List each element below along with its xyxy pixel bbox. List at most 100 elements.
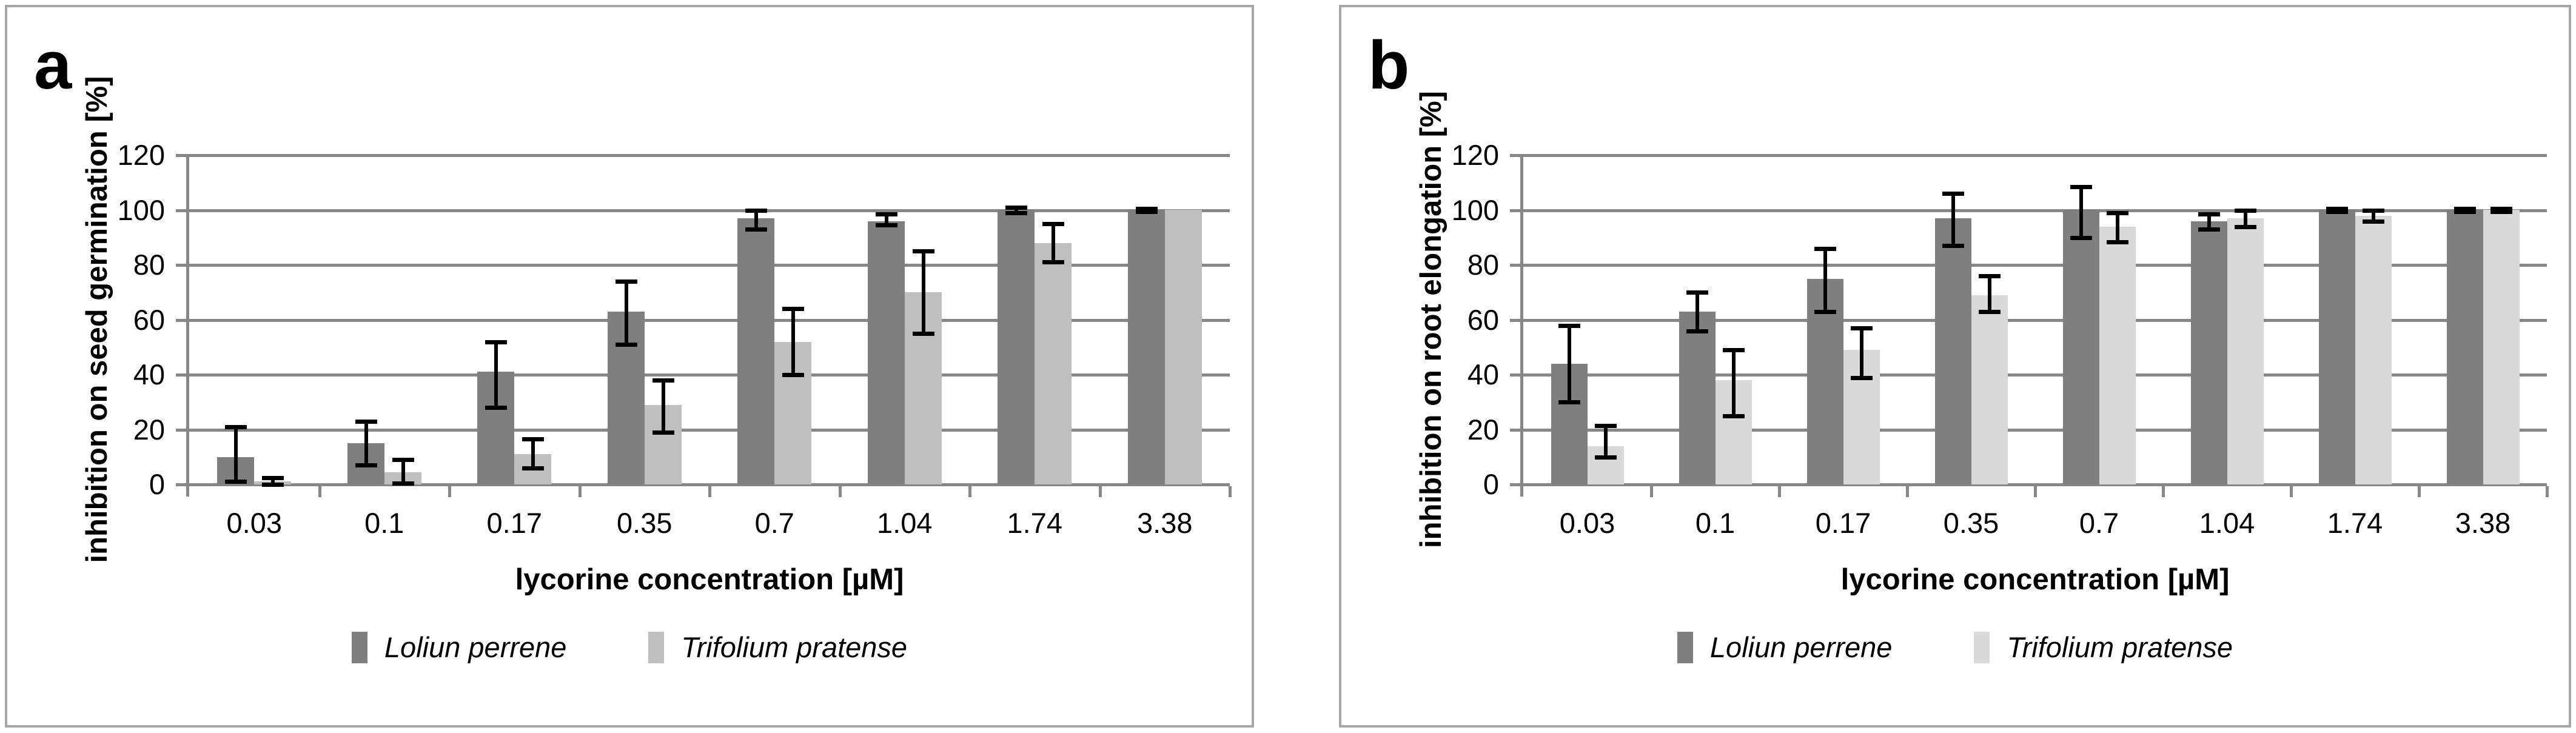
bar-trifolium-pratense [2483,210,2520,484]
error-bar [662,380,665,433]
bar-trifolium-pratense [2099,227,2136,484]
error-bar-cap [1979,274,2001,278]
error-bar-cap [522,437,544,441]
error-bar-cap [652,378,674,383]
panel-letter-b: b [1368,27,1410,103]
error-bar [494,341,498,408]
error-bar-cap [782,307,804,311]
gridline [189,318,1230,322]
error-bar-cap [1942,192,1964,196]
error-bar-cap [2363,219,2384,224]
x-axis-tick [2034,486,2037,497]
error-bar-cap [485,340,507,344]
error-bar [1568,325,1571,403]
x-axis-tick [579,486,582,497]
y-axis-tick [1510,318,1520,322]
error-bar-cap [1723,348,1745,352]
y-tick-label: 60 [133,303,165,336]
y-axis-line [1520,154,1523,497]
error-bar-cap [1814,310,1836,314]
gridline [189,264,1230,267]
legend-swatch-loliun-perrene [1677,631,1693,663]
error-bar-cap [522,466,544,470]
legend-label: Trifolium pratense [681,631,908,663]
error-bar-cap [485,406,507,410]
error-bar-cap [745,227,767,232]
error-bar-cap [2326,210,2348,214]
y-axis-tick [1510,154,1520,157]
error-bar-cap [2490,210,2512,214]
error-bar-cap [225,425,247,429]
error-bar-cap [876,223,897,227]
bar-loliun-perrene [2063,210,2099,484]
y-tick-label: 40 [133,358,165,390]
legend-label: Trifolium pratense [2007,631,2233,663]
error-bar-cap [913,249,934,253]
error-bar [791,309,795,375]
y-axis-tick [176,483,186,486]
error-bar-cap [2454,207,2476,211]
bar-loliun-perrene [1128,210,1165,484]
error-bar [2207,214,2211,230]
legend-item: Loliun perrene [351,631,566,664]
gridline [189,209,1230,212]
bar-loliun-perrene [737,218,774,484]
error-bar [1860,328,1863,378]
error-bar-cap [1851,376,1873,380]
error-bar [1015,207,1018,213]
error-bar-cap [2070,185,2092,189]
legend-item: Trifolium pratense [1974,631,2233,664]
x-axis-tick [2162,486,2165,497]
x-tick-label: 1.74 [1007,507,1062,539]
error-bar-cap [1558,324,1580,328]
error-bar-cap [1979,310,2001,314]
bar-loliun-perrene [998,210,1035,484]
error-bar-cap [262,476,284,480]
error-bar-cap [1595,424,1617,428]
x-tick-label: 0.17 [1815,507,1871,539]
gridline [189,428,1230,432]
x-tick-label: 1.74 [2327,507,2383,539]
x-tick-label: 1.04 [877,507,933,539]
y-tick-label: 60 [1467,303,1499,336]
error-bar [1052,224,1055,263]
error-bar [1988,276,1991,312]
x-axis-tick [2290,486,2293,497]
error-bar [885,214,888,226]
x-axis-tick [1650,486,1653,497]
y-axis-tick [1510,373,1520,377]
legend-item: Trifolium pratense [648,631,907,664]
x-tick-label: 3.38 [2455,507,2511,539]
x-axis-tick [448,486,451,497]
error-bar [1696,292,1699,331]
error-bar-cap [652,430,674,435]
error-bar-cap [392,458,414,462]
error-bar [234,426,238,482]
plot-area [1510,154,2549,497]
x-axis-tick [2418,486,2421,497]
error-bar-cap [1595,455,1617,460]
error-bar-cap [1042,222,1064,226]
error-bar-cap [2198,212,2220,216]
x-axis-tick [968,486,971,497]
x-tick-label: 0.03 [226,507,282,539]
y-axis-tick [1510,483,1520,486]
error-bar-cap [2235,225,2256,229]
error-bar-cap [2070,236,2092,240]
error-bar-cap [1136,210,1158,214]
x-axis-title: lycorine concentration [µM] [515,563,904,596]
legend-label: Loliun perrene [1709,631,1893,663]
legend-swatch-loliun-perrene [351,631,367,663]
y-axis-tick [1510,209,1520,212]
error-bar [2372,210,2375,221]
error-bar-cap [355,420,377,424]
error-bar-cap [1686,290,1708,295]
y-tick-label: 100 [117,193,165,226]
error-bar [1951,193,1955,246]
error-bar-cap [262,483,284,487]
error-bar-cap [1042,260,1064,264]
y-axis-tick [176,373,186,377]
error-bar-cap [2454,210,2476,214]
y-tick-label: 100 [1451,193,1499,226]
x-axis-tick [1099,486,1102,497]
